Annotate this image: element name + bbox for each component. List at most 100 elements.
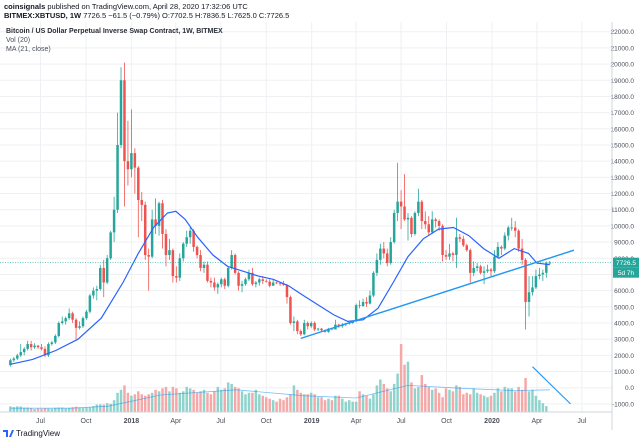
candle [226,266,230,288]
volume-bar [299,392,303,412]
volume-bar [182,391,185,412]
candle-body [33,345,36,348]
candle [240,280,244,293]
price-axis[interactable]: -1000.0 0.0 1000.0 2000.0 3000.0 4000.0 5000.0… [611,22,635,430]
x-tick-label: Jul [397,418,406,425]
candle-body [507,227,510,236]
volume-bar [278,398,282,412]
candle [420,200,424,230]
tradingview-logo[interactable]: TradingView [3,429,60,438]
price-label-bg [613,257,639,268]
candle [548,260,552,265]
y-tick-label: 3000.0 [614,337,634,344]
candle [327,327,330,333]
candle [36,344,40,349]
volume-bar [33,409,36,412]
volume-bar [109,403,112,412]
candle-body [150,219,154,257]
y-tick-label: 1000.0 [614,369,634,376]
volume-bar [403,364,406,412]
volume-bar [12,407,16,412]
candle [354,303,358,323]
volume-bar [306,394,309,412]
volume-bar [507,388,510,412]
candle-body [192,230,195,247]
volume-bar [309,392,313,412]
candle [541,269,545,281]
candle [379,243,382,265]
time-axis[interactable]: Jul Oct 2018 Apr Jul Oct 2019 Apr Jul Oct 2020 Apr J… [0,411,612,425]
candle-body [57,322,61,336]
candle [220,277,223,288]
legend-ma[interactable]: MA (21, close) [6,46,51,53]
candle-body [309,322,313,327]
volume-bar [513,391,517,412]
candle [137,166,140,238]
candle [202,261,206,273]
candle [88,293,92,314]
volume-bar [375,385,379,412]
candle-body [365,301,368,304]
legend-volume[interactable]: Vol (20) [6,37,31,44]
volume-bar [285,397,289,412]
last-price: 7726.5 [83,11,107,20]
volume-bar [462,394,465,412]
candle [475,263,479,272]
candle-body [254,282,258,285]
candle [500,245,503,256]
x-tick-label: Apr [351,418,363,425]
x-tick-label: Jul [577,418,586,425]
legend-title[interactable]: Bitcoin / US Dollar Perpetual Inverse Sw… [6,28,223,35]
candle [147,248,150,291]
candle-body [493,256,496,272]
candle [47,342,50,357]
candle [209,277,213,288]
candle-body [354,305,358,322]
candle-body [26,344,29,349]
candle-body [479,266,482,273]
candle-body [133,153,137,168]
volume-bar [47,408,50,412]
candle-body [206,264,209,281]
volume-bar [168,391,171,412]
candle-body [244,279,247,285]
candle [168,238,171,260]
volume-bar [206,392,209,412]
volume-bar [320,397,323,412]
volume-bar [386,388,389,412]
volume-bar [95,404,99,412]
close-label: C: [258,11,267,20]
candle-body [358,305,361,307]
volume-bar [171,386,175,412]
candle-body [230,255,233,268]
candle [116,112,119,213]
candle [195,245,199,259]
volume-bar [209,394,213,412]
volume-bar [427,386,430,412]
candle [299,329,303,336]
publisher-name[interactable]: coinsignals [4,2,46,11]
candle-body [195,246,199,256]
candle [510,217,513,231]
volume-bar [161,388,164,412]
volume-bar [399,344,403,412]
volume-bar [448,389,451,412]
candlesticks [9,62,552,367]
candle-body [154,219,157,226]
candle [40,344,43,351]
volume-bar [195,392,199,412]
candle-body [303,322,306,335]
y-tick-label: 19000.0 [611,78,635,85]
volume-bar [472,388,475,412]
symbol-line: BITMEX:XBTUSD, 1W 7726.5 −61.5 (−0.79%) … [4,11,289,20]
volume-bar [275,401,278,412]
volume-bar [413,388,417,412]
candle-body [458,237,462,239]
high-label: H: [195,11,203,20]
candle [316,327,320,332]
candle-body [95,289,99,291]
candle-body [513,227,517,231]
candle-body [182,243,185,259]
candle [154,198,157,234]
